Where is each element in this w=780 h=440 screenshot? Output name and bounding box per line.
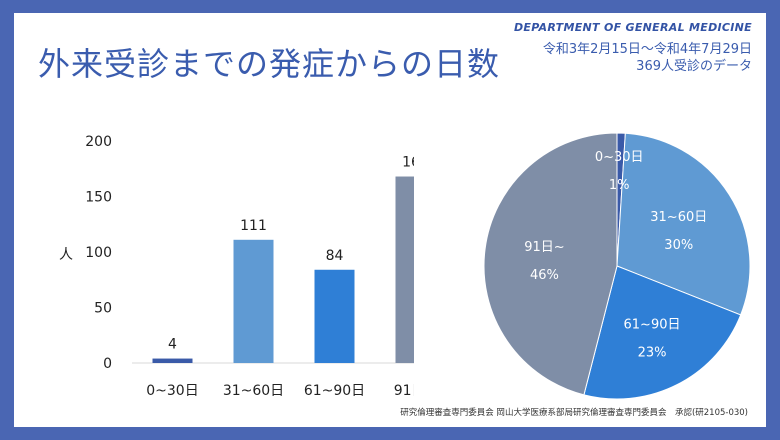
- pie-percent-label: 1%: [609, 178, 630, 193]
- x-tick-label: 61~90日: [304, 383, 365, 399]
- bar-1: [233, 239, 274, 363]
- y-axis-label: 人: [59, 247, 73, 263]
- x-tick-label: 91日~: [394, 383, 414, 399]
- bar-3: [395, 176, 414, 363]
- bar-value-label: 84: [326, 248, 344, 264]
- pie-percent-label: 46%: [530, 268, 559, 283]
- pie-percent-label: 23%: [638, 346, 667, 361]
- bar-value-label: 111: [240, 218, 267, 234]
- y-tick-label: 150: [85, 190, 112, 206]
- pie-slice-2: [583, 265, 742, 400]
- bar-value-label: 4: [168, 337, 177, 353]
- approval-footer: 研究倫理審査専門委員会 岡山大学医療系部局研究倫理審査専門委員会 承認(研210…: [400, 408, 748, 418]
- y-tick-label: 200: [85, 134, 112, 150]
- pie-category-label: 61~90日: [624, 318, 681, 333]
- y-tick-label: 100: [85, 245, 112, 261]
- period-info: 令和3年2月15日～令和4年7月29日 369人受診のデータ: [472, 41, 752, 75]
- bar-value-label: 168: [402, 155, 414, 171]
- slide: DEPARTMENT OF GENERAL MEDICINE 外来受診までの発症…: [14, 13, 766, 427]
- bar-chart: 0 50 100 150 200 人 4 0~30日 111 31~60日 84 61~90日 168 9…: [59, 134, 414, 399]
- x-tick-label: 31~60日: [223, 383, 284, 399]
- y-tick-label: 50: [94, 301, 112, 317]
- x-tick-label: 0~30日: [146, 383, 198, 399]
- pie-category-label: 31~60日: [650, 210, 707, 225]
- pie-category-label: 0~30日: [595, 150, 644, 165]
- patient-count: 369人受診のデータ: [636, 59, 752, 74]
- page-title: 外来受診までの発症からの日数: [38, 45, 501, 83]
- pie-slice-1: [616, 132, 751, 316]
- pie-chart: 0~30日 1% 31~60日 30% 61~90日 23% 91日~ 46%: [483, 132, 751, 400]
- y-tick-label: 0: [103, 356, 112, 372]
- period-range: 令和3年2月15日～令和4年7月29日: [542, 42, 752, 57]
- bar-2: [314, 269, 355, 363]
- department-label: DEPARTMENT OF GENERAL MEDICINE: [513, 21, 752, 34]
- pie-slice-3: [483, 132, 618, 396]
- pie-percent-label: 30%: [664, 238, 693, 253]
- pie-category-label: 91日~: [524, 240, 564, 255]
- bar-0: [152, 358, 193, 363]
